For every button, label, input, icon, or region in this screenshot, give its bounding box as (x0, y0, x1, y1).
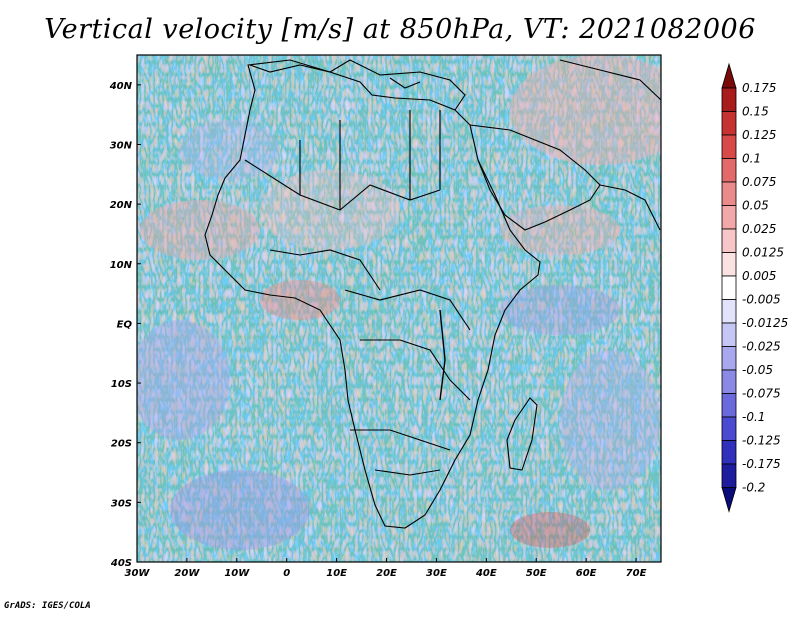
colorbar-segment (721, 463, 737, 488)
lon-label: 10W (224, 568, 250, 579)
colorbar-segment (721, 205, 737, 230)
colorbar-label: 0.125 (742, 128, 776, 142)
colorbar-label: 0.05 (742, 199, 769, 213)
madagascar-coastline (506, 397, 538, 471)
lat-label: 40S (110, 558, 132, 569)
longitude-axis: 30W 20W 10W 0 10E 20E 30E 40E 50E 60E 70E (125, 568, 647, 579)
colorbar-segment (721, 393, 737, 418)
colorbar-segment (721, 228, 737, 253)
colorbar-segment (721, 369, 737, 394)
lat-label: EQ (117, 319, 133, 330)
colorbar-bottom-arrow (721, 487, 737, 513)
lat-label: 10N (110, 260, 133, 271)
credit-text: GrADS: IGES/COLA (4, 601, 91, 611)
colorbar-label: -0.125 (742, 434, 781, 448)
lon-label: 0 (283, 568, 290, 579)
lon-label: 30E (426, 568, 447, 579)
africa-coastline (204, 59, 541, 529)
lon-label: 20W (174, 568, 200, 579)
colorbar-segment (721, 134, 737, 159)
lat-label: 40N (109, 81, 133, 92)
lon-label: 40E (475, 568, 497, 579)
colorbar-label: -0.1 (742, 410, 765, 424)
colorbar-segment (721, 111, 737, 136)
colorbar-segment (721, 440, 737, 465)
colorbar-segment (721, 158, 737, 183)
colorbar-segment (721, 346, 737, 371)
lon-label: 30W (125, 568, 151, 579)
colorbar-label: -0.005 (742, 293, 781, 307)
colorbar-label: 0.075 (742, 175, 776, 189)
lat-label: 30S (111, 498, 132, 509)
colorbar-segment (721, 181, 737, 206)
colorbar-label: -0.075 (742, 387, 781, 401)
colorbar-segment (721, 416, 737, 441)
lon-label: 10E (326, 568, 347, 579)
colorbar-label: -0.175 (742, 457, 781, 471)
colorbar-label: 0.005 (742, 269, 776, 283)
coastlines (204, 59, 661, 529)
country-borders (244, 159, 441, 211)
colorbar-segment (721, 299, 737, 324)
arabia-coastline (469, 124, 601, 231)
lon-label: 60E (576, 568, 597, 579)
colorbar-segment (721, 275, 737, 300)
colorbar-label: -0.2 (742, 481, 765, 495)
colorbar-label: -0.025 (742, 340, 781, 354)
lon-label: 70E (626, 568, 647, 579)
colorbar-top-arrow (721, 62, 737, 89)
colorbar-label: 0.025 (742, 222, 776, 236)
india-coastline (599, 184, 661, 231)
colorbar-segment (721, 322, 737, 347)
lat-label: 30N (110, 140, 133, 151)
map-frame (136, 54, 662, 563)
lat-label: 20N (110, 200, 133, 211)
colorbar-label: -0.0125 (742, 316, 788, 330)
colorbar-label: 0.15 (742, 105, 769, 119)
latitude-axis: 40N 30N 20N 10N EQ 10S 20S 30S 40S (109, 81, 133, 569)
colorbar-label: -0.05 (742, 363, 773, 377)
colorbar-label: 0.0125 (742, 246, 784, 260)
colorbar-label: 0.1 (742, 152, 761, 166)
map-title: Vertical velocity [m/s] at 850hPa, VT: 2… (44, 14, 756, 45)
mediterranean-coastline (249, 59, 466, 111)
lon-label: 20E (376, 568, 397, 579)
colorbar: 0.175 0.15 0.125 0.1 0.075 0.05 0.025 0.0125 0.0… (721, 62, 788, 513)
colorbar-label: 0.175 (742, 81, 776, 95)
colorbar-segment (721, 87, 737, 112)
lon-label: 50E (526, 568, 547, 579)
lat-label: 20S (111, 439, 132, 450)
lat-label: 10S (111, 379, 132, 390)
colorbar-segment (721, 252, 737, 277)
